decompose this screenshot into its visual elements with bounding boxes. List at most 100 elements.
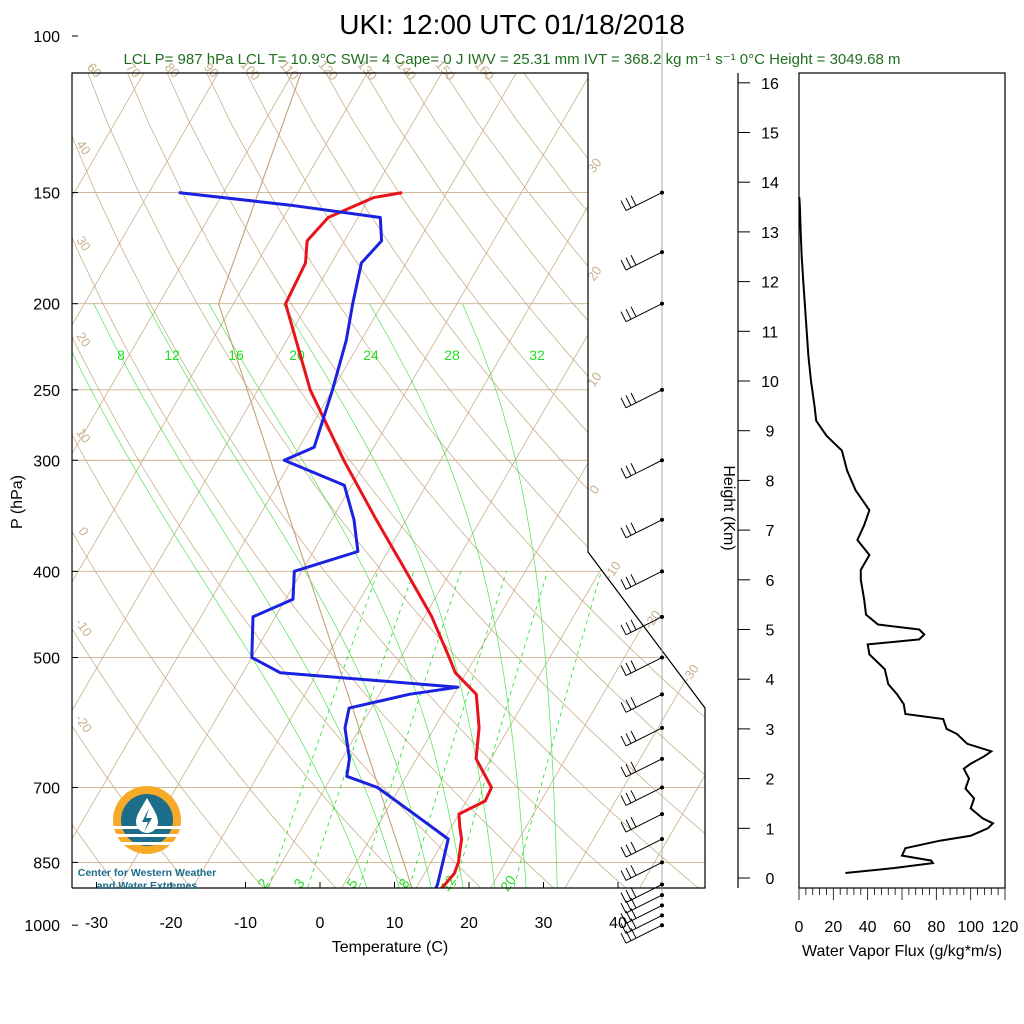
- pressure-tick-label: 400: [33, 564, 60, 581]
- wind-barb-flag: [620, 311, 627, 322]
- wind-barb-flag: [620, 795, 627, 806]
- wind-barb-flag: [625, 662, 632, 674]
- isotherm-label-left: -10: [72, 615, 95, 639]
- pressure-tick-label: 500: [33, 651, 60, 668]
- wind-barb-flag: [625, 844, 632, 855]
- wind-barb-flag: [620, 259, 627, 271]
- temperature-tick-label: 40: [609, 915, 627, 932]
- wind-barb-flag: [620, 200, 627, 211]
- sounding-stats: LCL P= 987 hPa LCL T= 10.9°C SWI= 4 Cape…: [124, 51, 901, 68]
- wind-barb-flag: [620, 624, 627, 636]
- wind-barb-flag: [620, 923, 627, 934]
- height-tick-label: 5: [766, 623, 775, 640]
- isotherm-line: [72, 73, 315, 888]
- isotherm-line: [319, 73, 705, 888]
- flux-plot-frame: [798, 72, 1006, 889]
- height-tick-label: 1: [766, 821, 775, 838]
- moist-adiabat-line: [146, 303, 440, 888]
- moist-adiabat-line: [282, 303, 500, 888]
- isotherm-label-left: 20: [73, 329, 94, 349]
- moist-adiabat-label: 28: [444, 347, 460, 363]
- wind-barb-flag: [620, 892, 627, 903]
- mixing-ratio-line: [443, 571, 548, 888]
- moist-adiabat-line: [462, 303, 559, 888]
- dry-adiabat-line: [304, 73, 705, 888]
- x-axis-label: Temperature (C): [332, 939, 448, 956]
- wind-barb-shaft: [625, 693, 663, 713]
- dry-adiabat-line: [72, 73, 692, 888]
- isotherm-label-left: 30: [73, 233, 94, 253]
- mixing-ratio-line: [347, 571, 462, 888]
- height-tick-label: 13: [761, 225, 779, 242]
- moist-adiabat-label: 32: [529, 347, 545, 363]
- wind-barb-flag: [625, 867, 632, 879]
- height-tick-label: 7: [766, 523, 775, 540]
- height-tick-label: 12: [761, 275, 779, 292]
- parcel-path-line: [218, 73, 424, 888]
- temperature-tick-label: 20: [460, 915, 478, 932]
- wind-barb-flag: [625, 308, 632, 320]
- wind-barb-shaft: [625, 914, 663, 934]
- isotherm-label-right: 10: [584, 369, 605, 389]
- height-tick-label: 3: [766, 722, 775, 739]
- skewt-plot-frame: [71, 72, 706, 889]
- flux-tick-label: 60: [893, 919, 911, 936]
- wind-barb-shaft: [625, 459, 663, 479]
- wind-barb-shaft: [625, 192, 663, 212]
- wind-barb-flag: [625, 465, 632, 476]
- wind-barb-flag: [625, 395, 632, 406]
- temperature-tick-label: 10: [386, 915, 404, 932]
- wind-barb-flag: [630, 522, 637, 534]
- isotherm-line: [72, 73, 166, 888]
- wind-barb-shaft: [625, 924, 663, 944]
- wind-barb-flag: [630, 865, 637, 876]
- wind-barb-flag: [620, 821, 627, 833]
- temperature-tick-label: -10: [234, 915, 257, 932]
- wind-barbs: [620, 36, 664, 944]
- moist-adiabat-label: 8: [117, 347, 125, 363]
- dry-adiabat-line: [381, 73, 705, 888]
- height-tick-label: 6: [766, 573, 775, 590]
- isotherm-label-left: 10: [73, 425, 94, 445]
- chart-title: UKI: 12:00 UTC 01/18/2018: [339, 9, 685, 40]
- temperature-tick-label: 30: [535, 915, 553, 932]
- height-tick-label: 8: [766, 473, 775, 490]
- pressure-tick-label: 300: [33, 453, 60, 470]
- dry-adiabat-line: [265, 73, 705, 888]
- skewt-background-lines: [72, 73, 705, 888]
- height-tick-label: 14: [761, 175, 779, 192]
- height-tick-label: 0: [766, 871, 775, 888]
- pressure-tick-label: 200: [33, 297, 60, 314]
- flux-tick-label: 0: [795, 919, 804, 936]
- flux-tick-label: 20: [824, 919, 842, 936]
- wind-barb-flag: [625, 764, 632, 775]
- wind-barb-flag: [620, 665, 627, 676]
- temperature-tick-label: 0: [316, 915, 325, 932]
- pressure-tick-label: 250: [33, 383, 60, 400]
- flux-y-axis-label: Height (Km): [720, 465, 737, 550]
- wind-barb-flag: [630, 392, 637, 404]
- wind-barb-flag: [620, 902, 627, 914]
- wind-barb-shaft: [625, 389, 663, 409]
- wind-barb-flag: [625, 733, 632, 744]
- wind-barb-flag: [620, 702, 627, 713]
- wind-barb-flag: [630, 790, 637, 801]
- cw3e-logo: Center for Western Weather and Water Ext…: [78, 786, 216, 892]
- dry-adiabat-line: [111, 73, 705, 888]
- pressure-tick-label: 700: [33, 780, 60, 797]
- dry-adiabat-line: [72, 73, 617, 888]
- flux-tick-label: 100: [957, 919, 984, 936]
- wind-barb-flag: [620, 846, 627, 858]
- wind-barb-shaft: [625, 657, 663, 676]
- moist-adiabat-line: [208, 303, 470, 888]
- dewpoint-profile-line: [178, 191, 460, 888]
- logo-wave-3: [110, 842, 184, 845]
- wind-barb-flag: [625, 792, 632, 804]
- wind-barb-flag: [630, 619, 637, 631]
- height-tick-label: 11: [762, 324, 779, 341]
- moist-adiabat-label: 24: [363, 347, 379, 363]
- mixing-ratio-line: [255, 571, 379, 888]
